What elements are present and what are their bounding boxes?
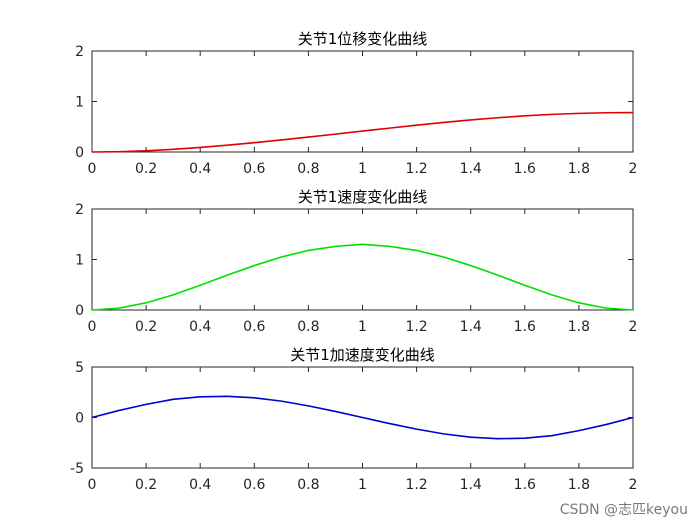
x-tick-label: 0.8 (297, 161, 319, 177)
series-line (91, 111, 634, 153)
subplot-title: 关节1速度变化曲线 (298, 188, 428, 206)
subplot-title: 关节1位移变化曲线 (298, 30, 428, 48)
axes-box (91, 208, 634, 311)
x-tick-label: 2 (629, 319, 638, 335)
y-tick-label: 1 (75, 253, 84, 269)
series-line (91, 243, 634, 311)
x-tick-label: 0.2 (135, 319, 157, 335)
x-tick-label: 0.2 (135, 477, 157, 493)
x-tick-label: 1.4 (460, 319, 482, 335)
x-tick-label: 0.8 (297, 319, 319, 335)
subplot-title: 关节1加速度变化曲线 (290, 346, 435, 364)
x-tick-label: 2 (629, 161, 638, 177)
x-tick-label: 0 (88, 161, 97, 177)
watermark: CSDN @志匹keyou (559, 502, 688, 518)
series-line (91, 395, 634, 440)
x-tick-label: 1.6 (514, 319, 536, 335)
y-tick-label: -5 (70, 461, 84, 477)
x-tick-label: 1.2 (405, 319, 427, 335)
x-tick-label: 1.6 (514, 477, 536, 493)
x-tick-label: 0.4 (189, 477, 211, 493)
x-tick-label: 0.4 (189, 161, 211, 177)
x-tick-label: 1 (358, 161, 367, 177)
x-tick-label: 0.6 (243, 161, 265, 177)
x-tick-label: 1.4 (460, 161, 482, 177)
x-tick-label: 1.8 (568, 319, 590, 335)
axes-box (91, 50, 634, 153)
x-tick-label: 1.4 (460, 477, 482, 493)
subplot-3: 0 0.2 0.4 0.6 0.8 1 1.2 1.4 1.6 1.8 2-505关节1加速度变化曲… (70, 346, 637, 493)
y-tick-label: 5 (75, 360, 84, 376)
x-tick-label: 0.2 (135, 161, 157, 177)
subplot-2: 0 0.2 0.4 0.6 0.8 1 1.2 1.4 1.6 1.8 2 0 1 2 关节1速度变化曲线 (75, 188, 637, 335)
y-tick-label: 1 (75, 95, 84, 111)
x-tick-label: 1 (358, 319, 367, 335)
x-tick-label: 2 (629, 477, 638, 493)
y-tick-label: 2 (75, 44, 84, 60)
x-tick-label: 0.6 (243, 477, 265, 493)
x-tick-label: 1.2 (405, 477, 427, 493)
x-tick-label: 1.8 (568, 161, 590, 177)
x-tick-label: 1 (358, 477, 367, 493)
x-tick-label: 1.8 (568, 477, 590, 493)
x-tick-label: 0.8 (297, 477, 319, 493)
x-tick-label: 1.6 (514, 161, 536, 177)
x-tick-label: 0.6 (243, 319, 265, 335)
x-tick-label: 0 (88, 477, 97, 493)
x-tick-label: 1.2 (405, 161, 427, 177)
y-tick-label: 0 (75, 303, 84, 319)
y-tick-label: 0 (75, 145, 84, 161)
subplot-1: 0 0.2 0.4 0.6 0.8 1 1.2 1.4 1.6 1.8 2 0 1 2 关节1位移变化曲线 (75, 30, 637, 177)
x-tick-label: 0.4 (189, 319, 211, 335)
x-tick-label: 0 (88, 319, 97, 335)
y-tick-label: 0 (75, 411, 84, 427)
y-tick-label: 2 (75, 202, 84, 218)
